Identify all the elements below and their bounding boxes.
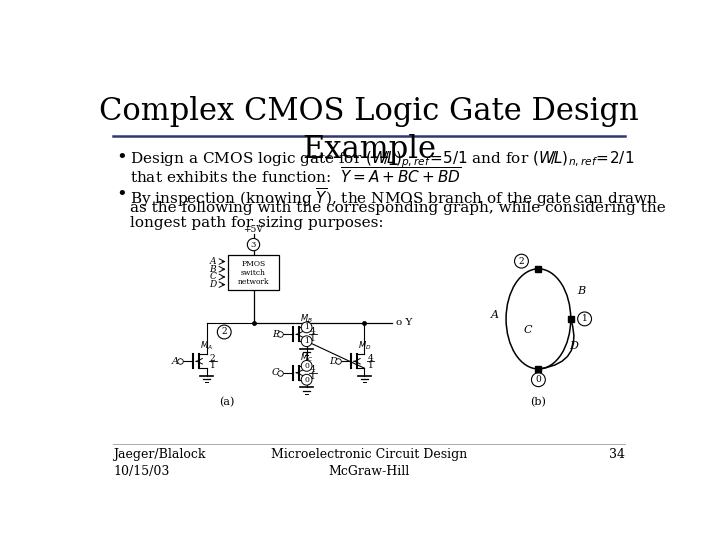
- Text: as the following with the corresponding graph, while considering the: as the following with the corresponding …: [130, 201, 666, 215]
- Text: C: C: [210, 273, 216, 281]
- Text: D: D: [329, 357, 337, 366]
- Text: 4: 4: [368, 354, 374, 363]
- Text: 1: 1: [310, 334, 315, 343]
- Circle shape: [301, 374, 312, 385]
- Text: A: A: [490, 310, 498, 320]
- Text: (a): (a): [219, 397, 234, 408]
- Text: C: C: [271, 368, 279, 377]
- Text: +5V: +5V: [243, 225, 264, 234]
- Circle shape: [301, 336, 312, 347]
- Text: (b): (b): [531, 397, 546, 408]
- Text: 0: 0: [536, 375, 541, 384]
- Circle shape: [301, 361, 312, 372]
- Text: •: •: [117, 186, 127, 205]
- Text: Complex CMOS Logic Gate Design
Example: Complex CMOS Logic Gate Design Example: [99, 96, 639, 165]
- Text: D: D: [209, 280, 216, 289]
- Text: longest path for sizing purposes:: longest path for sizing purposes:: [130, 215, 384, 230]
- Text: PMOS
switch
network: PMOS switch network: [238, 260, 269, 286]
- Text: o Y: o Y: [396, 318, 413, 327]
- Text: 1: 1: [368, 361, 374, 369]
- Text: 1: 1: [304, 323, 309, 332]
- Text: D: D: [570, 341, 578, 352]
- Text: B: B: [210, 265, 216, 274]
- Text: Design a CMOS logic gate for $(W\!/\!L)_{p,ref}\!=\!5/1$ and for $(W\!/\!L)_{n,r: Design a CMOS logic gate for $(W\!/\!L)_…: [130, 150, 634, 170]
- Text: 4: 4: [310, 327, 315, 336]
- Text: 1: 1: [310, 372, 315, 381]
- Text: 1: 1: [304, 337, 309, 345]
- Circle shape: [577, 312, 592, 326]
- Bar: [228, 255, 279, 290]
- Text: 3: 3: [251, 241, 256, 248]
- Text: 34: 34: [608, 448, 625, 461]
- Text: that exhibits the function:  $\overline{Y = A + BC + BD}$: that exhibits the function: $\overline{Y…: [130, 166, 462, 186]
- Text: 1: 1: [210, 361, 215, 369]
- Text: By inspection (knowing $\overline{Y}$), the NMOS branch of the gate can drawn: By inspection (knowing $\overline{Y}$), …: [130, 186, 658, 209]
- Text: 4: 4: [310, 365, 315, 374]
- Circle shape: [515, 254, 528, 268]
- Text: A: A: [210, 257, 216, 266]
- Text: $M_B$: $M_B$: [300, 313, 313, 325]
- Text: 2: 2: [518, 256, 524, 266]
- Text: 1: 1: [582, 314, 588, 323]
- Circle shape: [301, 322, 312, 333]
- Text: 2: 2: [222, 327, 227, 336]
- Text: A: A: [172, 357, 179, 366]
- Text: C: C: [523, 326, 532, 335]
- Text: 2: 2: [210, 354, 215, 363]
- Text: Microelectronic Circuit Design
McGraw-Hill: Microelectronic Circuit Design McGraw-Hi…: [271, 448, 467, 478]
- Text: •: •: [117, 150, 127, 167]
- Text: $M_C$: $M_C$: [300, 351, 313, 363]
- Circle shape: [248, 239, 260, 251]
- Text: Jaeger/Blalock
10/15/03: Jaeger/Blalock 10/15/03: [113, 448, 206, 478]
- Text: B: B: [577, 286, 585, 296]
- Text: B: B: [271, 330, 279, 339]
- Circle shape: [531, 373, 545, 387]
- Text: $M_D$: $M_D$: [358, 340, 371, 352]
- Text: 0: 0: [304, 362, 309, 370]
- Circle shape: [217, 325, 231, 339]
- Text: 0: 0: [304, 376, 309, 384]
- Text: $M_A$: $M_A$: [200, 340, 213, 352]
